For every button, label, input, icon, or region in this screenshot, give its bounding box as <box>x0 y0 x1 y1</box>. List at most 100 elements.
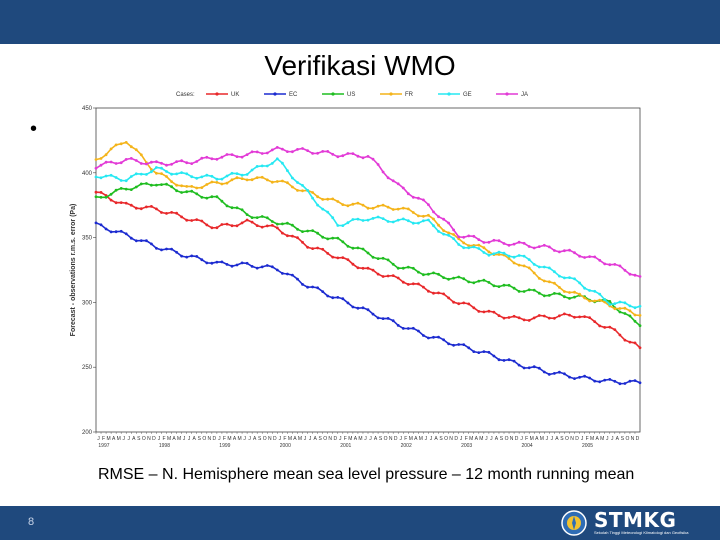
data-point <box>442 276 445 279</box>
data-point <box>603 298 607 301</box>
x-month-label: J <box>546 436 549 442</box>
data-point <box>356 154 360 158</box>
data-point <box>553 316 556 320</box>
x-month-label: A <box>535 436 539 442</box>
data-point <box>235 176 239 180</box>
data-point <box>165 175 168 178</box>
data-point <box>114 188 118 192</box>
data-point <box>623 301 627 305</box>
x-month-label: M <box>167 436 171 442</box>
data-point <box>200 195 204 199</box>
x-month-label: M <box>479 436 483 442</box>
data-point <box>462 241 466 245</box>
data-point <box>94 158 98 161</box>
x-year-label: 1999 <box>219 443 230 449</box>
data-point <box>492 284 496 288</box>
data-point <box>386 274 390 278</box>
data-point <box>190 189 194 193</box>
data-point <box>553 270 556 274</box>
x-year-label: 2000 <box>280 443 291 449</box>
data-point <box>537 245 541 249</box>
x-month-label: D <box>273 436 277 442</box>
data-point <box>180 215 183 219</box>
data-point <box>225 181 229 185</box>
data-point <box>522 264 526 268</box>
data-point <box>270 180 274 184</box>
x-month-label: M <box>227 436 231 442</box>
data-point <box>618 382 622 386</box>
data-point <box>190 219 194 222</box>
x-month-label: O <box>565 436 569 442</box>
data-point <box>200 186 204 189</box>
data-point <box>391 220 395 224</box>
data-point <box>291 185 294 189</box>
data-point <box>386 220 390 223</box>
data-point <box>134 239 138 243</box>
data-point <box>326 197 330 201</box>
legend-marker <box>505 92 509 96</box>
data-point <box>336 224 340 227</box>
data-point <box>94 175 98 179</box>
x-month-label: J <box>520 436 523 442</box>
data-point <box>527 245 531 248</box>
data-point <box>593 255 597 259</box>
data-point <box>245 178 249 182</box>
data-point <box>235 206 239 210</box>
data-point <box>477 310 481 313</box>
x-month-label: D <box>454 436 458 442</box>
data-point <box>457 275 461 279</box>
data-point <box>467 302 471 306</box>
data-point <box>361 247 365 251</box>
data-point <box>129 203 133 207</box>
slide-title: Verifikasi WMO <box>264 50 456 81</box>
data-point <box>160 172 163 175</box>
x-month-label: N <box>449 436 453 442</box>
data-point <box>452 276 455 280</box>
data-point <box>598 324 602 328</box>
data-point <box>563 290 566 293</box>
data-point <box>401 217 405 221</box>
data-point <box>170 247 173 251</box>
data-point <box>401 327 405 330</box>
data-point <box>613 302 617 306</box>
y-tick-label: 450 <box>82 106 93 112</box>
series-uk <box>94 190 642 350</box>
data-point <box>134 185 138 189</box>
x-month-label: M <box>348 436 352 442</box>
data-point <box>275 222 279 226</box>
x-month-label: J <box>122 436 125 442</box>
data-point <box>175 189 178 193</box>
data-point <box>124 141 128 144</box>
data-point <box>250 168 254 172</box>
data-point <box>119 187 123 190</box>
data-point <box>265 216 269 220</box>
data-point <box>507 283 511 287</box>
data-point <box>99 157 103 160</box>
series-ja <box>94 146 642 278</box>
data-point <box>482 241 486 244</box>
x-month-label: F <box>344 436 347 442</box>
x-month-label: O <box>444 436 448 442</box>
data-point <box>281 272 284 275</box>
x-month-label: S <box>500 436 504 442</box>
x-month-label: A <box>293 436 297 442</box>
data-point <box>472 281 476 285</box>
data-point <box>306 229 309 233</box>
data-point <box>447 233 450 237</box>
data-point <box>215 181 219 184</box>
data-point <box>638 381 642 385</box>
data-point <box>275 226 279 230</box>
data-point <box>155 166 158 169</box>
data-point <box>447 277 450 281</box>
data-point <box>411 266 415 270</box>
x-month-label: J <box>430 436 433 442</box>
x-month-label: N <box>268 436 272 442</box>
data-point <box>452 228 455 232</box>
data-point <box>447 221 450 225</box>
x-month-label: J <box>399 436 402 442</box>
x-year-label: 2004 <box>522 443 533 449</box>
data-point <box>563 295 566 299</box>
data-point <box>583 286 586 290</box>
x-month-label: A <box>616 436 620 442</box>
